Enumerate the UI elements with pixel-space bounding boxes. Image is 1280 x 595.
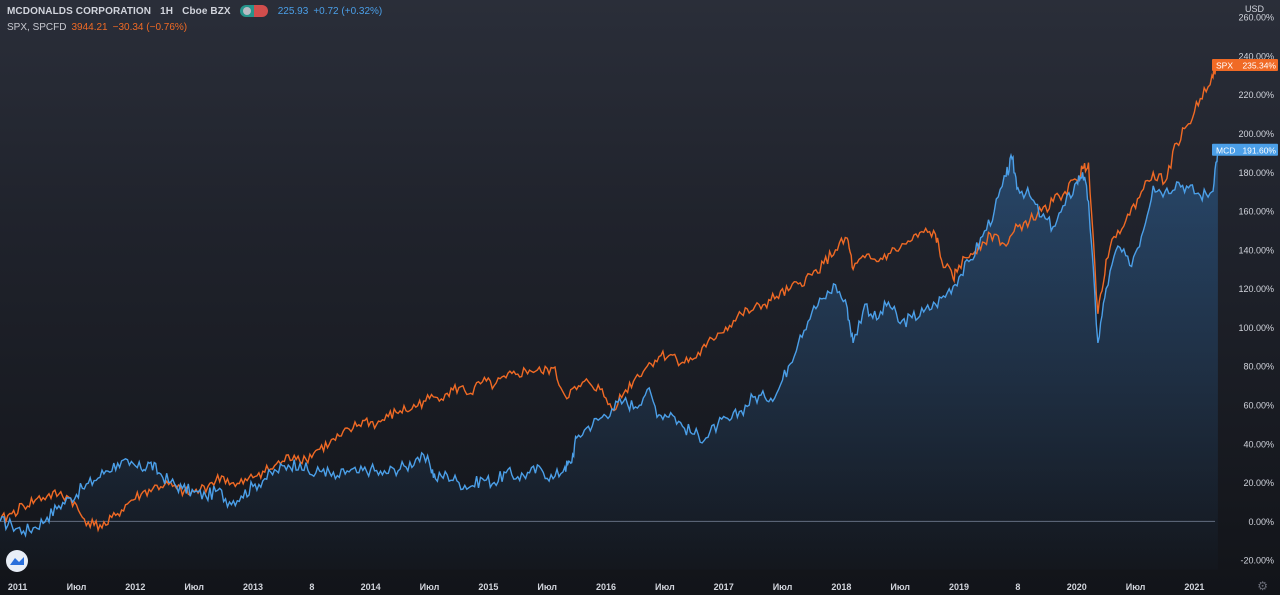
- x-tick-label: Июл: [184, 582, 204, 592]
- y-tick-label: 20.00%: [1243, 478, 1274, 488]
- x-tick-label: 8: [1015, 582, 1020, 592]
- badge-value: 191.60%: [1242, 145, 1276, 155]
- y-tick-label: 200.00%: [1238, 129, 1274, 139]
- settings-gear-icon[interactable]: ⚙: [1257, 579, 1268, 593]
- x-tick-label: 2016: [596, 582, 616, 592]
- x-tick-label: Июл: [655, 582, 675, 592]
- y-tick-label: 220.00%: [1238, 90, 1274, 100]
- badge-series-name: SPX: [1216, 60, 1233, 70]
- x-tick-label: 2017: [714, 582, 734, 592]
- y-tick-label: 160.00%: [1238, 207, 1274, 217]
- y-tick-label: 80.00%: [1243, 362, 1274, 372]
- y-tick-label: 240.00%: [1238, 51, 1274, 61]
- x-tick-label: Июл: [773, 582, 793, 592]
- x-tick-label: 2015: [478, 582, 498, 592]
- x-tick-label: Июл: [67, 582, 87, 592]
- y-tick-label: 100.00%: [1238, 323, 1274, 333]
- x-tick-label: Июл: [420, 582, 440, 592]
- y-tick-label: -20.00%: [1240, 556, 1274, 566]
- x-tick-label: Июл: [537, 582, 557, 592]
- mcd-last-value-badge: MCD 191.60%: [1212, 143, 1278, 156]
- main-symbol-name[interactable]: MCDONALDS CORPORATION: [7, 5, 152, 17]
- compare-price: 3944.21: [71, 22, 108, 33]
- y-tick-label: 260.00%: [1238, 13, 1274, 23]
- badge-background: [1212, 58, 1278, 71]
- x-tick-label: 2021: [1184, 582, 1204, 592]
- main-change: +0.72 (+0.32%): [313, 5, 383, 17]
- interval-label[interactable]: 1H: [160, 5, 174, 17]
- x-tick-label: 8: [309, 582, 314, 592]
- x-tick-label: 2019: [949, 582, 969, 592]
- main-price: 225.93: [277, 5, 309, 17]
- mcd-area-fill: [0, 149, 1218, 570]
- y-tick-label: 40.00%: [1243, 439, 1274, 449]
- y-tick-label: 0.00%: [1248, 517, 1274, 527]
- x-tick-label: 2020: [1067, 582, 1087, 592]
- badge-background: [1212, 143, 1278, 156]
- currency-label[interactable]: USD: [1244, 4, 1264, 14]
- main-series-legend: MCDONALDS CORPORATION 1H Cboe BZX 225.93…: [7, 5, 382, 17]
- x-tick-label: 2011: [8, 582, 28, 592]
- badge-series-name: MCD: [1216, 145, 1235, 155]
- y-tick-label: 140.00%: [1238, 245, 1274, 255]
- x-tick-label: 2014: [361, 582, 381, 592]
- compare-symbol-name[interactable]: SPX, SPCFD: [7, 22, 67, 33]
- spx-series-line[interactable]: [0, 62, 1219, 533]
- y-tick-label: 60.00%: [1243, 400, 1274, 410]
- compare-change: −30.34 (−0.76%): [112, 22, 188, 33]
- exchange-label: Cboe BZX: [182, 5, 231, 17]
- x-tick-label: 2018: [831, 582, 851, 592]
- x-tick-label: Июл: [1126, 582, 1146, 592]
- x-tick-label: 2012: [125, 582, 145, 592]
- spx-last-value-badge: SPX 235.34%: [1212, 58, 1278, 71]
- x-tick-label: Июл: [890, 582, 910, 592]
- market-status-toggle-icon[interactable]: [239, 5, 268, 17]
- y-tick-label: 120.00%: [1238, 284, 1274, 294]
- compare-series-legend: SPX, SPCFD 3944.21 −30.34 (−0.76%): [7, 22, 187, 33]
- x-tick-label: 2013: [243, 582, 263, 592]
- badge-value: 235.34%: [1242, 60, 1276, 70]
- tradingview-logo-icon[interactable]: [6, 550, 28, 572]
- y-tick-label: 180.00%: [1238, 168, 1274, 178]
- mcd-series-line[interactable]: [0, 149, 1219, 538]
